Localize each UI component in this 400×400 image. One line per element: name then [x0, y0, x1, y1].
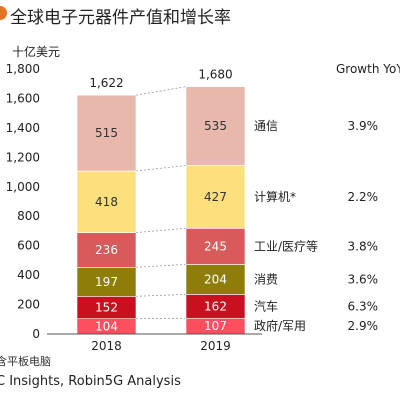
y-tick-label: 1,400	[6, 121, 40, 135]
segment-value-label: 236	[95, 243, 118, 257]
segment-connector	[135, 86, 187, 96]
x-category-label: 2018	[91, 339, 122, 353]
chart-title: 全球电子元器件产值和增长率	[10, 8, 231, 28]
segment-value-label: 204	[204, 272, 227, 286]
bar-segment	[76, 267, 137, 297]
segment-connector	[135, 227, 187, 233]
segment-connector	[135, 263, 187, 268]
growth-header: Growth YoY	[336, 62, 400, 76]
y-tick-label: 800	[17, 209, 40, 223]
segment-connector	[135, 165, 187, 172]
series-label: 政府/军用	[254, 318, 306, 333]
source-note: C Insights, Robin5G Analysis	[0, 374, 181, 389]
segment-value-label: 535	[204, 119, 227, 133]
series-label: 通信	[254, 119, 278, 133]
segment-value-label: 152	[95, 301, 118, 315]
bar-total-label: 1,622	[89, 76, 123, 90]
bar-segment	[76, 232, 137, 268]
series-label: 计算机*	[254, 189, 296, 204]
segment-value-label: 515	[95, 126, 118, 140]
segment-value-label: 197	[95, 275, 118, 289]
growth-value: 3.6%	[348, 272, 379, 286]
growth-value: 6.3%	[348, 299, 379, 313]
segment-connector	[135, 293, 187, 297]
y-tick-label: 400	[17, 268, 40, 282]
y-axis-label: 十亿美元	[12, 44, 60, 59]
bar-segment	[76, 94, 137, 172]
y-tick-label: 600	[17, 239, 40, 253]
title-bullet-icon	[0, 6, 7, 20]
bar-segment	[185, 264, 246, 295]
y-tick-label: 0	[32, 327, 40, 341]
bar-segment	[185, 86, 246, 166]
series-label: 消费	[254, 272, 278, 286]
growth-value: 2.2%	[348, 190, 379, 204]
segment-value-label: 107	[204, 319, 227, 333]
y-tick-label: 1,200	[6, 150, 40, 164]
growth-value: 3.8%	[348, 239, 379, 253]
series-label: 工业/医疗等	[254, 239, 318, 253]
bar-segment	[76, 170, 137, 233]
y-tick-label: 1,000	[6, 180, 40, 194]
y-tick-label: 1,800	[6, 62, 40, 76]
y-tick-label: 1,600	[6, 91, 40, 105]
y-tick-label: 200	[17, 298, 40, 312]
bar-segment	[185, 227, 246, 265]
series-label: 汽车	[254, 298, 278, 313]
segment-value-label: 245	[204, 239, 227, 253]
segment-value-label: 162	[204, 299, 227, 313]
bar-segment	[185, 165, 246, 229]
growth-value: 2.9%	[348, 319, 379, 333]
segment-value-label: 418	[95, 195, 118, 209]
footnote: 含平板电脑	[0, 355, 51, 368]
segment-value-label: 104	[95, 319, 118, 333]
x-category-label: 2019	[200, 339, 231, 353]
growth-value: 3.9%	[348, 119, 379, 133]
segment-value-label: 427	[204, 190, 227, 204]
bar-total-label: 1,680	[198, 68, 232, 82]
